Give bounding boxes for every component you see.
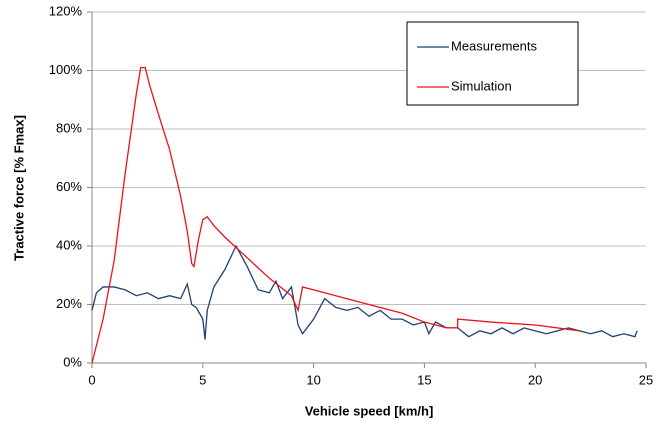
x-tick-label: 10 <box>306 372 320 387</box>
y-axis-title: Tractive force [% Fmax] <box>11 115 26 261</box>
legend-box <box>406 21 579 106</box>
legend-label: Simulation <box>451 78 512 93</box>
legend-label: Measurements <box>451 38 537 53</box>
x-axis-title: Vehicle speed [km/h] <box>305 403 434 418</box>
x-tick-label: 15 <box>417 372 431 387</box>
y-tick-label: 120% <box>49 3 83 18</box>
series-line <box>91 244 638 340</box>
y-tick-label: 20% <box>56 296 82 311</box>
y-tick-label: 60% <box>56 179 82 194</box>
x-tick-label: 25 <box>639 372 653 387</box>
y-tick-label: 80% <box>56 120 82 135</box>
x-tick-label: 0 <box>88 372 95 387</box>
series-line <box>91 66 580 364</box>
y-tick-label: 40% <box>56 237 82 252</box>
y-tick-label: 0% <box>63 354 82 369</box>
y-tick-label: 100% <box>49 62 83 77</box>
x-tick-label: 5 <box>199 372 206 387</box>
x-tick-label: 20 <box>528 372 542 387</box>
